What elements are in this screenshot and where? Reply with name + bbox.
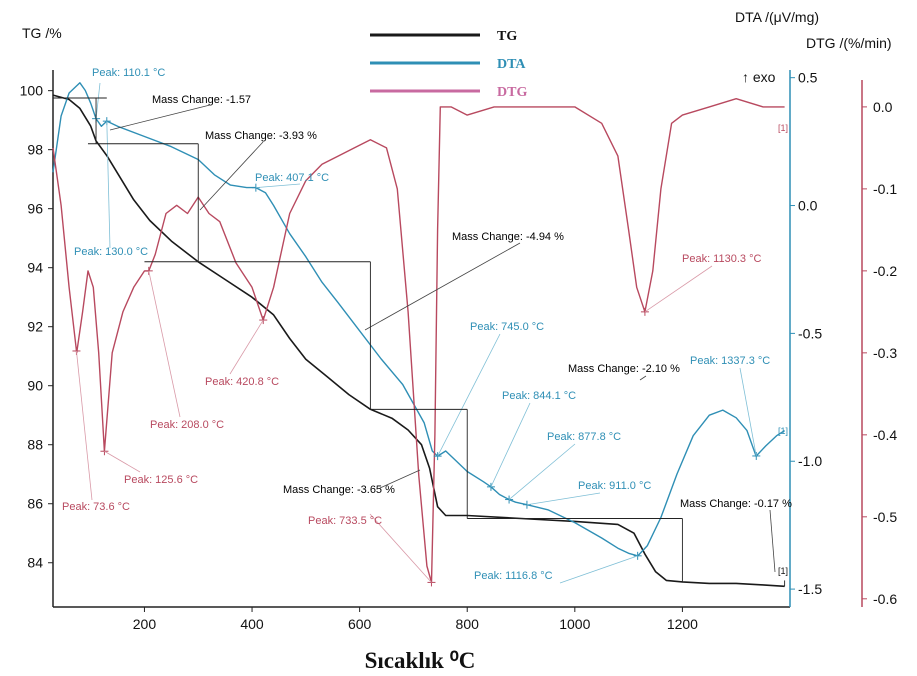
dta-peak-label: Peak: 911.0 °C (578, 480, 651, 492)
dtg-peak-label: Peak: 125.6 °C (124, 474, 198, 486)
exo-indicator: ↑ exo (742, 69, 776, 85)
dta-peak-label: Peak: 877.8 °C (547, 431, 621, 443)
dta-peak-leader (106, 121, 111, 249)
dta-peak-leader (739, 367, 757, 457)
dtg-tick-label: -0.5 (873, 509, 897, 525)
dtg-peak-label: Peak: 733.5 °C (308, 515, 382, 527)
dta-peak-leader (508, 443, 576, 500)
series-dtg-line (52, 98, 785, 584)
tg-tick-label: 98 (27, 142, 43, 158)
legend: TG DTA DTG (370, 29, 527, 100)
dtg-peak-label: Peak: 1130.3 °C (682, 253, 761, 265)
mass-change-label: Mass Change: -3.93 % (205, 130, 317, 142)
dta-peak-leader (559, 555, 638, 584)
tg-tick-label: 84 (27, 555, 43, 571)
dta-tick-label: -1.0 (798, 453, 822, 469)
mass-change-leader (364, 242, 521, 331)
legend-label: DTA (497, 57, 526, 72)
mass-change-leader (639, 375, 647, 381)
mass-change-label: Mass Change: -0.17 % (680, 498, 792, 510)
dta-tick-label: 0.5 (798, 70, 818, 86)
dtg-peak-leader (76, 350, 93, 501)
dtg-tick-label: -0.3 (873, 345, 897, 361)
dtg-peak-label: Peak: 420.8 °C (205, 376, 279, 388)
dta-peak-leader (490, 402, 531, 488)
mass-change-leader (199, 141, 264, 211)
mass-change-leader (109, 104, 211, 131)
tg-tick-label: 94 (27, 260, 43, 276)
tg-tick-label: 88 (27, 437, 43, 453)
series-tg-line (52, 94, 785, 588)
annotations-group: Peak: 110.1 °C Peak: 130.0 °C Peak: 407.1 … (53, 67, 792, 587)
dta-axis-title: DTA /(μV/mg) (735, 9, 819, 25)
dtg-peak-leader (369, 513, 432, 583)
x-tick-label: 200 (133, 616, 157, 632)
x-axis-title: Sıcaklık ⁰C (365, 648, 476, 673)
dtg-peak-leader (148, 270, 181, 418)
series-group (52, 82, 785, 588)
dta-peak-label: Peak: 1337.3 °C (690, 355, 770, 367)
dtg-tick-label: -0.6 (873, 591, 897, 607)
mass-change-label: Mass Change: -2.10 % (568, 363, 680, 375)
dta-peak-leader (437, 333, 501, 457)
dta-peak-label: Peak: 130.0 °C (74, 246, 148, 258)
mass-change-label: Mass Change: -3.65 % (283, 484, 395, 496)
dta-tick-label: -1.5 (798, 581, 822, 597)
mass-change-leader (769, 509, 776, 573)
x-tick-label: 1200 (667, 616, 698, 632)
dtg-tick-label: -0.4 (873, 427, 897, 443)
tg-tick-label: 92 (27, 319, 43, 335)
x-tick-label: 800 (456, 616, 480, 632)
dta-peak-leader (255, 183, 301, 189)
mass-change-label: Mass Change: -4.94 % (452, 231, 564, 243)
dtg-peak-leader (229, 319, 264, 375)
dta-tick-label: 0.0 (798, 198, 818, 214)
dta-peak-leader (95, 82, 101, 119)
tg-axis-title: TG /% (22, 25, 62, 41)
dtg-tick-label: -0.1 (873, 181, 897, 197)
tg-axis-ticks: 84 86 88 90 92 94 96 98 100 (20, 83, 53, 571)
dta-peak-label: Peak: 407.1 °C (255, 172, 329, 184)
dta-peak-label: Peak: 844.1 °C (502, 390, 576, 402)
dtg-peak-label: Peak: 208.0 °C (150, 419, 224, 431)
x-axis-ticks: 200 400 600 800 1000 1200 (133, 607, 698, 632)
step-mark: [1] (778, 566, 788, 576)
dtg-peak-leader (644, 265, 713, 313)
dtg-axis-ticks: -0.6 -0.5 -0.4 -0.3 -0.2 -0.1 0.0 (862, 99, 897, 607)
tg-tick-label: 96 (27, 201, 43, 217)
dta-peak-label: Peak: 1116.8 °C (474, 570, 553, 582)
dtg-peak-label: Peak: 73.6 °C (62, 501, 130, 513)
dta-axis-ticks: -1.5 -1.0 -0.5 0.0 0.5 (790, 70, 822, 597)
dtg-tick-label: 0.0 (873, 99, 893, 115)
dtg-tick-label: -0.2 (873, 263, 897, 279)
dta-tick-label: -0.5 (798, 325, 822, 341)
dta-peak-label: Peak: 110.1 °C (92, 67, 165, 79)
legend-label: TG (497, 29, 517, 44)
tg-tick-label: 90 (27, 378, 43, 394)
dta-peak-leader (526, 492, 601, 506)
x-tick-label: 600 (348, 616, 372, 632)
x-tick-label: 400 (240, 616, 264, 632)
step-mark: [1] (778, 426, 788, 436)
legend-label: DTG (497, 85, 527, 100)
x-tick-label: 1000 (559, 616, 590, 632)
dtg-peak-leader (104, 450, 141, 473)
dta-peak-label: Peak: 745.0 °C (470, 321, 544, 333)
tg-tick-label: 100 (20, 83, 44, 99)
plot-frame (52, 70, 863, 608)
tg-tick-label: 86 (27, 496, 43, 512)
step-mark: [1] (778, 123, 788, 133)
mass-change-label: Mass Change: -1.57 (152, 94, 251, 106)
dtg-axis-title: DTG /(%/min) (806, 35, 892, 51)
mass-change-leader (379, 469, 421, 489)
